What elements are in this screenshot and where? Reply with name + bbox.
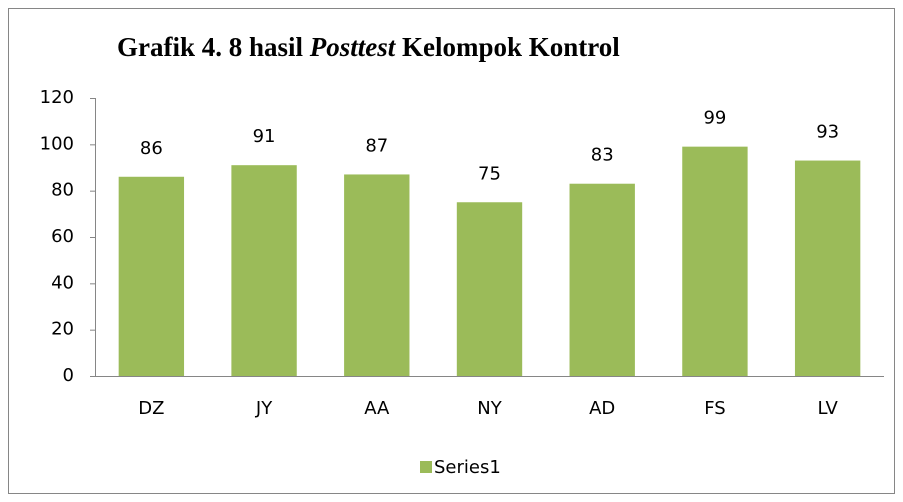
bar [231, 165, 297, 376]
title-part: Kelompok Kontrol [395, 32, 620, 62]
x-tick-label: DZ [138, 398, 164, 419]
y-tick-label: 40 [51, 272, 74, 293]
data-label: 87 [365, 135, 388, 156]
title-part: Grafik 4. 8 hasil [117, 32, 310, 62]
bar [344, 174, 410, 376]
legend-label: Series1 [434, 457, 501, 478]
x-tick-label: LV [817, 398, 838, 419]
bar [794, 160, 861, 376]
data-label: 83 [591, 145, 614, 166]
data-label: 93 [816, 122, 839, 143]
legend-swatch [420, 461, 432, 473]
bar [569, 183, 635, 376]
data-label: 86 [140, 138, 163, 159]
bar [118, 176, 185, 376]
y-tick-label: 0 [63, 365, 74, 386]
title-part: Posttest [309, 32, 397, 62]
y-tick-label: 80 [51, 180, 74, 201]
y-tick-label: 20 [51, 319, 74, 340]
bar [682, 146, 748, 376]
x-tick-label: AD [589, 398, 615, 419]
chart-title: Grafik 4. 8 hasil Posttest Kelompok Kont… [117, 32, 620, 62]
x-tick-label: FS [704, 398, 725, 419]
y-tick-label: 60 [51, 226, 74, 247]
data-label: 75 [478, 163, 501, 184]
x-tick-label: NY [477, 398, 502, 419]
bar [456, 202, 523, 376]
x-tick-label: JY [255, 398, 273, 419]
data-label: 99 [703, 108, 726, 129]
data-label: 91 [253, 126, 276, 147]
x-tick-label: AA [364, 398, 390, 419]
y-tick-label: 120 [40, 87, 74, 108]
y-tick-label: 100 [40, 133, 74, 154]
